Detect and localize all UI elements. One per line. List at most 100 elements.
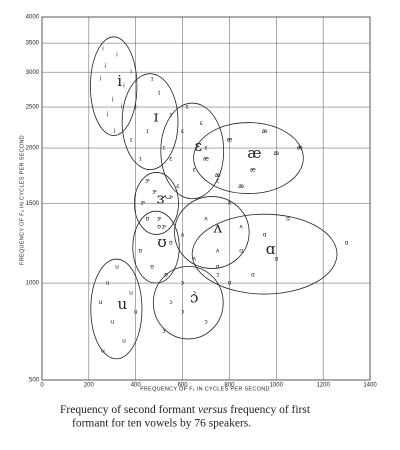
data-point: ʌ	[228, 200, 232, 207]
data-point: ʊ	[164, 272, 168, 279]
data-point: u	[106, 280, 110, 287]
data-point: i	[100, 76, 102, 83]
data-point: ɪ	[163, 145, 165, 152]
data-point: ʊ	[157, 224, 161, 231]
data-point: ʌ	[181, 232, 185, 239]
data-point: ɛ	[186, 104, 189, 111]
data-point: u	[115, 264, 119, 271]
y-tick-label: 3500	[26, 41, 40, 47]
data-point: ɪ	[146, 128, 148, 135]
data-point: ʌ	[239, 224, 243, 231]
x-tick-label: 1000	[270, 383, 284, 389]
y-tick-label: 500	[29, 378, 40, 384]
data-point: ɑ	[286, 216, 290, 223]
data-point: ʌ	[193, 256, 197, 263]
data-point: æ	[297, 145, 303, 152]
data-point: ɑ	[239, 248, 243, 255]
data-point: æ	[250, 167, 256, 174]
vowel-region	[90, 36, 138, 136]
data-point: u	[99, 299, 103, 306]
data-point: ʊ	[169, 240, 173, 247]
data-point: i	[130, 69, 132, 76]
data-point: ʌ	[204, 216, 208, 223]
data-point: ɝ	[162, 224, 167, 231]
data-point: ɑ	[345, 240, 349, 247]
data-point: i	[111, 97, 113, 104]
data-point: i	[121, 104, 123, 111]
data-point: u	[110, 318, 114, 325]
y-tick-label: 2000	[26, 146, 40, 152]
x-axis-label: FREQUENCY OF F₁ IN CYCLES PER SECOND	[140, 386, 270, 392]
x-tick-label: 0	[40, 383, 44, 389]
vowel-label: ɔ	[190, 289, 198, 307]
vowel-label: ʊ	[157, 233, 166, 251]
data-point: ɔ	[162, 328, 165, 335]
vowel-region	[152, 266, 224, 340]
caption: formant for ten vowels by 76 speakers.	[72, 418, 251, 430]
data-point: ɑ	[251, 272, 255, 279]
data-point: ɝ	[140, 200, 145, 207]
vowel-region	[132, 210, 180, 284]
data-point: ɔ	[181, 309, 184, 316]
data-point: ɑ	[274, 256, 278, 263]
vowel-label: ɝ	[157, 189, 170, 207]
data-point: u	[101, 347, 105, 354]
data-point: ʌ	[216, 248, 220, 255]
data-point: ɛ	[204, 145, 207, 152]
x-tick-label: 400	[131, 383, 142, 389]
caption: Frequency of second formant versus frequ…	[60, 404, 311, 416]
data-point: ɛ	[200, 120, 203, 127]
x-tick-label: 200	[84, 383, 95, 389]
vowel-region	[193, 122, 304, 194]
vowel-region	[90, 258, 143, 360]
data-point: ɑ	[263, 232, 267, 239]
y-tick-label: 3000	[26, 70, 40, 76]
y-tick-label: 2500	[26, 105, 40, 111]
vowel-region	[174, 196, 250, 269]
data-point: æ	[215, 172, 221, 179]
y-axis-label: FREQUENCY OF F₂ IN CYCLES PER SECOND	[19, 135, 25, 265]
data-point: u	[122, 338, 126, 345]
data-point: ɪ	[151, 76, 153, 83]
vowel-label: ɑ	[266, 240, 276, 258]
data-point: u	[134, 309, 138, 316]
data-point: æ	[203, 156, 209, 163]
data-point: i	[107, 112, 109, 119]
caption-part: versus	[198, 404, 228, 416]
vowel-label: ɪ	[154, 108, 159, 126]
vowel-region	[133, 172, 179, 235]
data-point: æ	[262, 128, 268, 135]
data-point: u	[129, 289, 133, 296]
data-point: ɔ	[181, 280, 184, 287]
data-point: ɪ	[139, 156, 141, 163]
data-point: ɔ	[169, 299, 172, 306]
x-tick-label: 1400	[363, 383, 377, 389]
data-point: ɛ	[169, 156, 172, 163]
data-point: ʊ	[150, 264, 154, 271]
vowel-label: ɛ	[194, 137, 202, 155]
y-tick-label: 1000	[26, 281, 40, 287]
y-tick-label: 4000	[26, 15, 40, 21]
data-point: ɝ	[157, 216, 162, 223]
data-point: ʊ	[146, 216, 150, 223]
data-point: i	[116, 51, 118, 58]
caption-part: frequency of first	[227, 404, 311, 416]
data-point: ɛ	[216, 178, 219, 185]
data-point: ɔ	[193, 289, 196, 296]
data-point: ɪ	[158, 90, 160, 97]
data-point: i	[104, 63, 106, 70]
vowel-region	[121, 73, 179, 171]
x-tick-label: 1200	[316, 383, 330, 389]
data-point: ɪ	[130, 136, 132, 143]
data-point: ɔ	[216, 272, 219, 279]
vowel-region	[160, 102, 225, 200]
data-point: ɛ	[176, 183, 179, 190]
vowel-label: u	[118, 295, 128, 313]
data-point: ɝ	[169, 194, 174, 201]
data-point: ɪ	[135, 104, 137, 111]
x-tick-label: 800	[224, 383, 235, 389]
vowel-region	[191, 213, 338, 295]
data-point: i	[102, 45, 104, 52]
x-tick-label: 600	[178, 383, 189, 389]
